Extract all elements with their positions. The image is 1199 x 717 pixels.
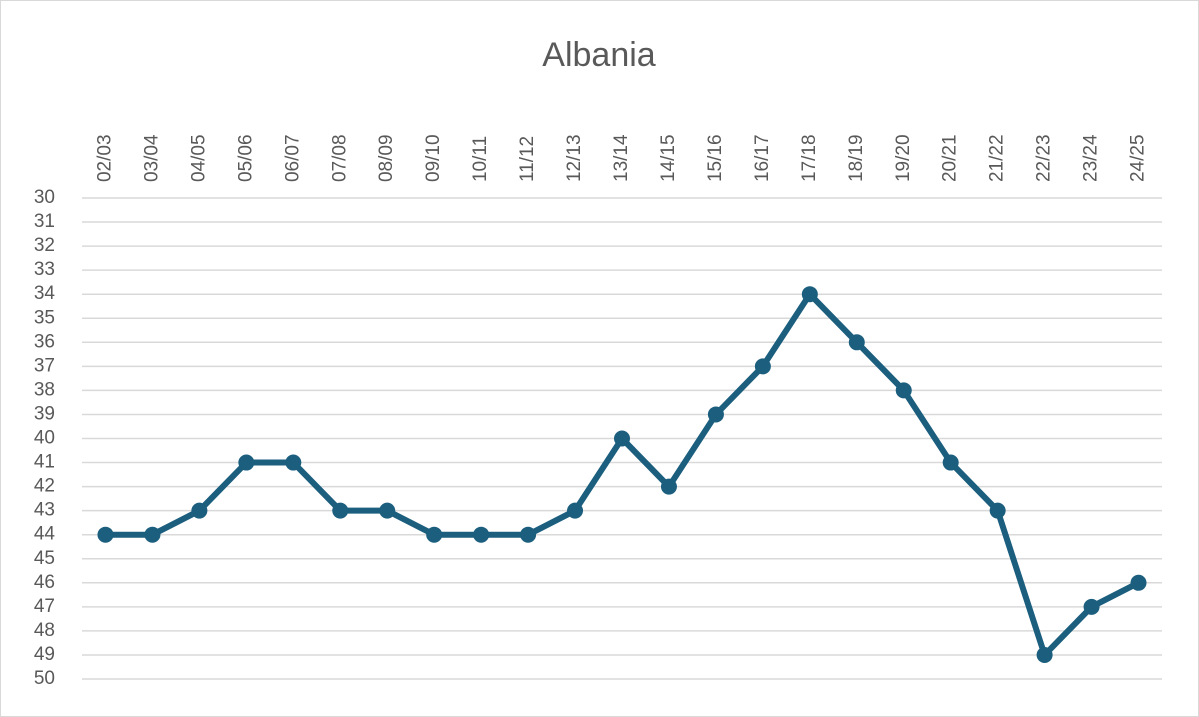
data-point [1083,598,1100,615]
data-point [520,526,537,543]
x-tick-label: 11/12 [517,136,538,182]
x-tick-label: 13/14 [611,134,632,182]
data-point [1130,574,1147,591]
y-tick-label: 35 [34,307,55,328]
data-point [895,382,912,399]
x-tick-label: 17/18 [799,134,820,182]
y-tick-label: 34 [34,283,56,304]
y-tick-label: 43 [34,500,55,521]
y-tick-label: 40 [34,428,55,449]
data-point [144,526,161,543]
data-point [989,502,1006,519]
x-tick-label: 10/11 [470,136,491,182]
y-tick-label: 47 [34,596,55,617]
x-tick-label: 23/24 [1081,134,1102,182]
x-tick-label: 09/10 [423,134,444,182]
y-tick-label: 50 [34,668,55,689]
data-point [660,478,677,495]
y-tick-label: 41 [34,452,55,473]
data-point [942,454,959,471]
x-tick-label: 08/09 [376,134,397,182]
y-tick-label: 37 [34,355,55,376]
data-point [285,454,302,471]
y-tick-label: 46 [34,572,55,593]
y-tick-label: 31 [34,211,55,232]
data-point [614,430,630,447]
y-tick-label: 30 [34,187,55,208]
data-point [754,358,771,375]
x-tick-label: 24/25 [1128,134,1149,182]
y-tick-label: 38 [34,379,55,400]
data-point [238,454,255,471]
x-tick-label: 02/03 [94,134,115,182]
x-tick-label: 16/17 [752,134,773,182]
y-tick-label: 48 [34,620,55,641]
y-tick-label: 44 [34,524,56,545]
x-tick-label: 20/21 [940,134,961,182]
y-tick-label: 36 [34,331,55,352]
y-tick-label: 45 [34,548,55,569]
y-tick-label: 39 [34,403,55,424]
data-point [191,502,208,519]
data-point [97,526,114,543]
x-tick-label: 07/08 [329,134,350,182]
y-tick-label: 32 [34,235,55,256]
x-tick-label: 04/05 [188,134,209,182]
x-tick-label: 18/19 [846,134,867,182]
data-point [426,526,443,543]
x-tick-label: 19/20 [893,134,914,182]
y-tick-label: 33 [34,259,55,280]
data-point [473,526,490,543]
chart-title: Albania [542,36,656,74]
data-point [567,502,584,519]
x-tick-label: 14/15 [658,134,679,182]
y-tick-label: 42 [34,476,55,497]
data-point [707,406,724,423]
data-point [332,502,349,519]
x-tick-label: 05/06 [235,134,256,182]
data-point [379,502,396,519]
y-tick-label: 49 [34,644,55,665]
x-tick-label: 06/07 [282,134,303,182]
x-tick-label: 03/04 [141,134,162,182]
data-point [1036,646,1053,663]
x-tick-label: 21/22 [987,134,1008,182]
x-tick-label: 15/16 [705,134,726,182]
data-point [801,286,818,303]
x-tick-label: 22/23 [1034,134,1055,182]
data-point [848,334,865,351]
x-tick-label: 12/13 [564,134,585,182]
